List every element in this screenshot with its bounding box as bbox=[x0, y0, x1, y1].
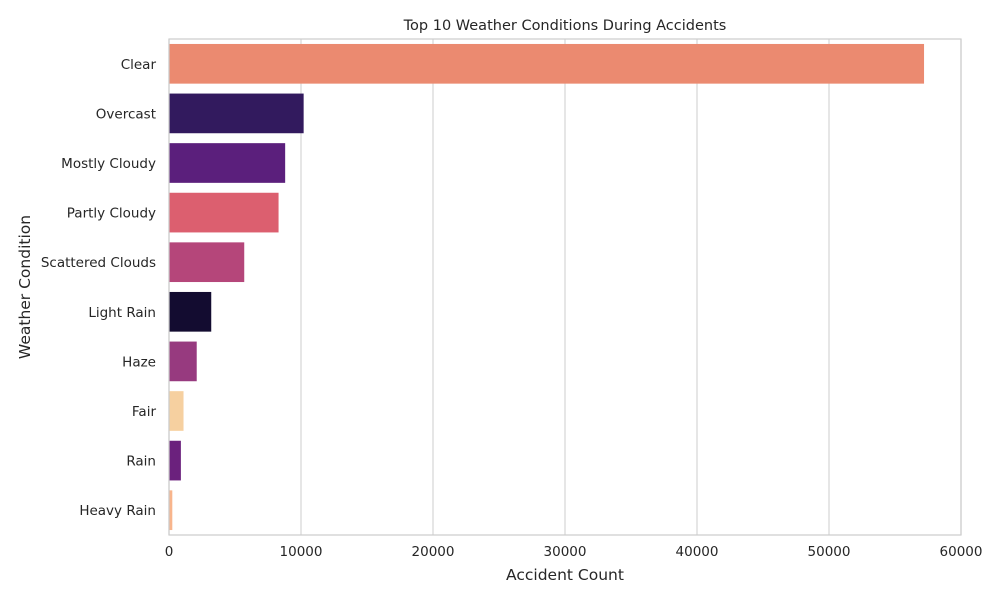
bars bbox=[169, 43, 925, 531]
y-tick-labels: Clear Overcast Mostly Cloudy Partly Cloudy S… bbox=[41, 57, 157, 519]
bar-overcast bbox=[169, 93, 304, 134]
bar-heavy-rain bbox=[169, 490, 173, 531]
x-tick-label: 0 bbox=[165, 544, 174, 560]
y-tick-label: Heavy Rain bbox=[79, 503, 156, 519]
y-tick-label: Partly Cloudy bbox=[67, 206, 156, 222]
bar-light-rain bbox=[169, 291, 212, 332]
y-tick-label: Rain bbox=[126, 454, 156, 470]
x-tick-label: 30000 bbox=[544, 544, 587, 560]
y-tick-label: Clear bbox=[121, 57, 157, 73]
x-tick-label: 10000 bbox=[280, 544, 323, 560]
bar-partly-cloudy bbox=[169, 192, 279, 233]
y-tick-label: Scattered Clouds bbox=[41, 255, 156, 271]
y-tick-label: Mostly Cloudy bbox=[61, 156, 156, 172]
y-axis-label: Weather Condition bbox=[16, 215, 34, 359]
y-tick-label: Fair bbox=[132, 404, 157, 420]
x-axis-label: Accident Count bbox=[506, 566, 624, 584]
x-tick-label: 60000 bbox=[940, 544, 983, 560]
x-tick-labels: 0 10000 20000 30000 40000 50000 60000 bbox=[165, 544, 983, 560]
bar-fair bbox=[169, 391, 184, 431]
bar-scattered-clouds bbox=[169, 242, 245, 283]
plot-frame bbox=[168, 38, 962, 536]
y-tick-label: Overcast bbox=[96, 106, 156, 122]
x-tick-label: 20000 bbox=[412, 544, 455, 560]
chart-title: Top 10 Weather Conditions During Acciden… bbox=[403, 18, 727, 34]
bar-haze bbox=[169, 341, 197, 382]
y-tick-label: Light Rain bbox=[88, 305, 156, 321]
x-tick-label: 40000 bbox=[676, 544, 719, 560]
y-tick-label: Haze bbox=[122, 354, 156, 370]
bar-rain bbox=[169, 440, 181, 481]
bar-clear bbox=[169, 43, 925, 84]
x-tick-label: 50000 bbox=[808, 544, 851, 560]
bar-mostly-cloudy bbox=[169, 143, 286, 183]
